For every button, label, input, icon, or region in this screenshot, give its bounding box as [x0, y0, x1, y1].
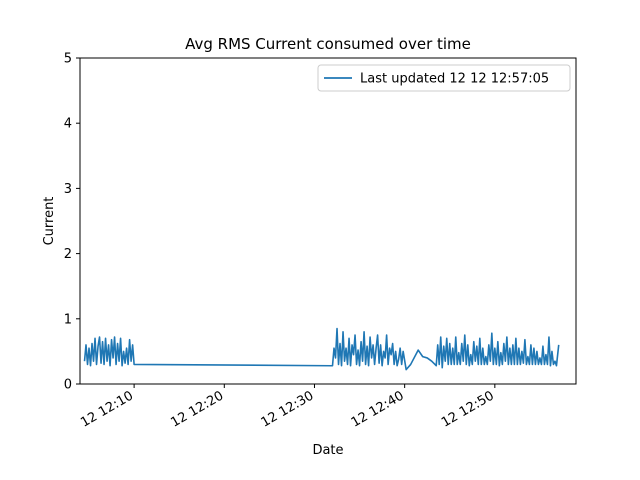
y-tick-label: 3 [64, 182, 72, 197]
y-tick-label: 5 [64, 52, 72, 67]
y-axis-title: Current [42, 197, 57, 246]
plot-area [83, 327, 560, 371]
legend: Last updated 12 12 12:57:05 [317, 64, 571, 92]
series-line-0 [83, 327, 560, 371]
y-tick-label: 1 [64, 312, 72, 327]
y-tick-label: 4 [64, 117, 72, 132]
chart-title: Avg RMS Current consumed over time [185, 35, 471, 53]
y-tick-label: 0 [64, 378, 72, 393]
legend-entry-label: Last updated 12 12 12:57:05 [360, 72, 549, 87]
x-axis-title: Date [312, 443, 343, 458]
y-tick-label: 2 [64, 247, 72, 262]
axes-frame [79, 57, 577, 385]
legend-box [317, 64, 571, 92]
y-axis-ticks: 0 1 2 3 4 5 [64, 52, 80, 393]
